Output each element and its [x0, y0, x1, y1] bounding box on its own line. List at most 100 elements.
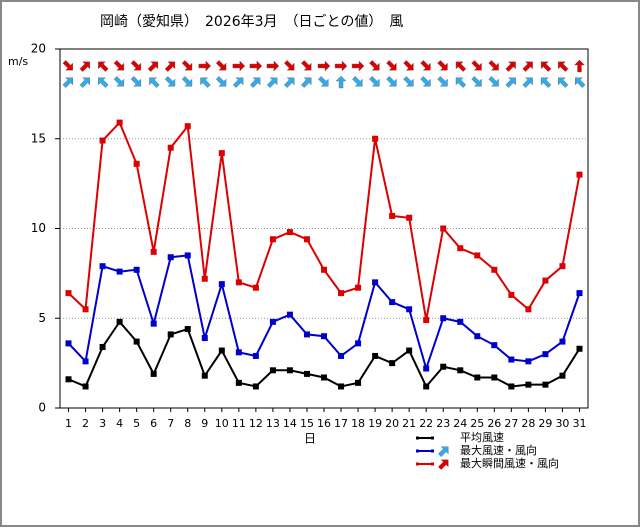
x-tick-label: 26	[487, 417, 501, 430]
direction-arrow	[403, 76, 414, 87]
direction-arrow	[352, 76, 363, 87]
point	[167, 144, 174, 151]
point	[82, 358, 89, 365]
x-tick-label: 8	[184, 417, 191, 430]
point	[372, 279, 379, 286]
point	[457, 367, 464, 374]
x-tick-label: 5	[133, 417, 140, 430]
direction-arrow	[98, 61, 109, 72]
point	[559, 338, 566, 345]
point	[99, 343, 106, 350]
x-tick-label: 4	[116, 417, 123, 430]
direction-arrow	[522, 77, 533, 88]
point	[423, 365, 430, 372]
x-tick-label: 19	[368, 417, 382, 430]
point	[508, 356, 515, 363]
point	[355, 379, 362, 386]
point	[542, 351, 549, 358]
x-tick-label: 6	[150, 417, 157, 430]
direction-arrow	[113, 60, 125, 71]
x-tick-label: 2	[82, 417, 89, 430]
direction-arrow	[558, 61, 569, 72]
direction-arrow	[471, 60, 482, 71]
point	[406, 347, 413, 354]
point	[355, 340, 362, 347]
x-tick-label: 21	[402, 417, 416, 430]
x-tick-label: 18	[351, 417, 365, 430]
point	[286, 311, 293, 318]
point	[133, 160, 140, 167]
x-tick-label: 22	[419, 417, 433, 430]
direction-arrow	[232, 60, 246, 72]
point	[474, 333, 481, 340]
point	[252, 284, 259, 291]
point	[269, 318, 276, 325]
direction-arrow	[249, 60, 263, 72]
point	[133, 266, 140, 273]
point	[218, 347, 225, 354]
direction-arrow	[558, 77, 569, 88]
point	[576, 345, 583, 352]
direction-arrow	[232, 77, 244, 88]
x-tick-label: 29	[538, 417, 552, 430]
direction-arrow	[575, 77, 586, 88]
point	[525, 358, 532, 365]
point	[99, 263, 106, 270]
point	[355, 284, 362, 291]
point	[338, 290, 345, 297]
direction-arrow	[420, 76, 431, 87]
x-tick-label: 14	[283, 417, 297, 430]
point	[184, 123, 191, 130]
point	[474, 374, 481, 381]
point	[218, 281, 225, 288]
direction-arrow	[130, 60, 142, 71]
direction-arrow	[540, 61, 552, 72]
direction-arrow	[200, 77, 211, 88]
direction-arrow	[455, 61, 467, 72]
direction-arrow	[335, 75, 347, 89]
point	[303, 331, 310, 338]
point	[150, 248, 157, 255]
point	[184, 252, 191, 259]
point	[389, 360, 396, 367]
direction-arrow	[455, 77, 467, 88]
point	[286, 367, 293, 374]
point	[82, 306, 89, 313]
direction-arrow	[283, 77, 295, 88]
point	[508, 291, 515, 298]
point	[201, 275, 208, 282]
point	[65, 340, 72, 347]
legend-label: 最大瞬間風速・風向	[460, 456, 559, 470]
point	[201, 372, 208, 379]
legend-marker	[416, 436, 419, 440]
point	[167, 254, 174, 261]
y-tick-label: 20	[31, 42, 46, 56]
point	[150, 320, 157, 327]
x-tick-label: 12	[249, 417, 263, 430]
x-tick-label: 20	[385, 417, 399, 430]
x-tick-label: 16	[317, 417, 331, 430]
point	[218, 150, 225, 157]
point	[542, 381, 549, 388]
direction-arrow	[471, 76, 482, 87]
point	[474, 252, 481, 259]
point	[491, 342, 498, 349]
direction-arrow	[386, 60, 397, 71]
direction-arrow	[147, 61, 159, 72]
point	[269, 367, 276, 374]
point	[440, 225, 447, 232]
direction-arrow	[574, 59, 585, 73]
point	[559, 263, 566, 270]
direction-arrow	[351, 60, 365, 72]
point	[99, 137, 106, 144]
x-tick-label: 10	[215, 417, 229, 430]
x-tick-label: 17	[334, 417, 348, 430]
point	[491, 266, 498, 273]
point	[116, 318, 123, 325]
direction-arrow	[301, 60, 312, 71]
direction-arrow	[62, 77, 73, 88]
point	[252, 383, 259, 390]
direction-arrow	[130, 76, 142, 87]
x-axis-label: 日	[304, 432, 316, 446]
